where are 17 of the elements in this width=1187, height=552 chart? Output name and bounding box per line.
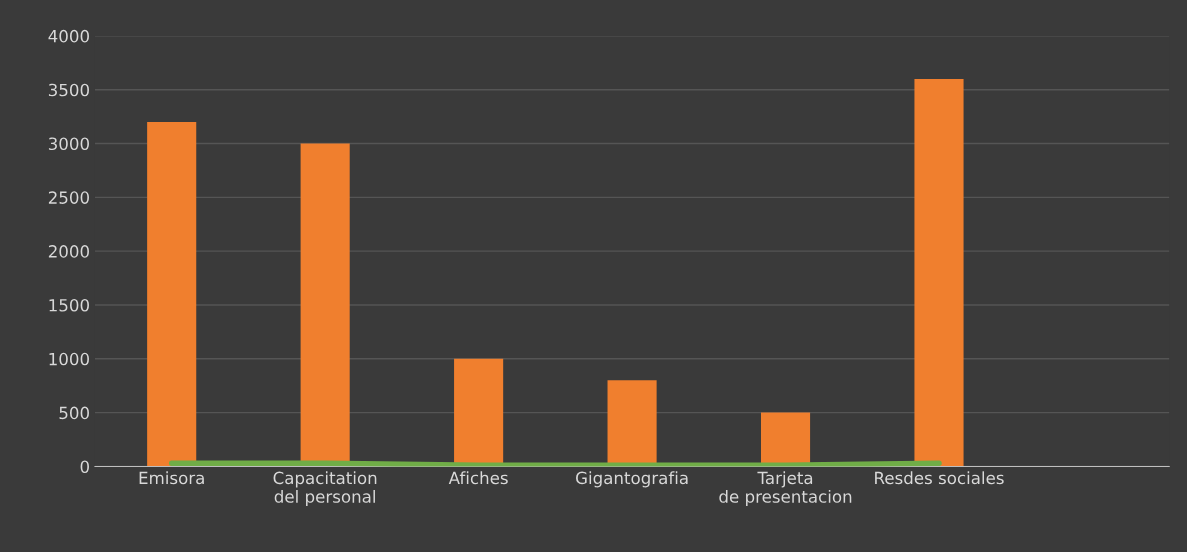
x-tick-label: Resdes sociales [875,471,1004,485]
y-tick-label: 0 [80,460,89,474]
x-tick-label: Gigantografia [576,471,688,488]
y-tick-label: 500 [59,406,89,420]
y-tick-label: 4000 [48,29,89,43]
y-tick-label: 1000 [49,352,89,366]
y-tick-label: 3500 [48,83,89,97]
x-tick-label: Emisora [139,471,204,485]
y-tick-label: 2000 [48,245,89,258]
x-tick-label: Tarjeta de presentacion [719,471,852,507]
y-tick-label: 1500 [49,298,89,312]
bar [914,78,964,467]
y-tick-label: 2500 [48,191,89,204]
bar [147,121,197,467]
x-tick-label: Afiches [448,471,508,485]
x-tick-label: Capacitation del personal [273,471,377,507]
y-tick-label: 3000 [48,137,89,151]
